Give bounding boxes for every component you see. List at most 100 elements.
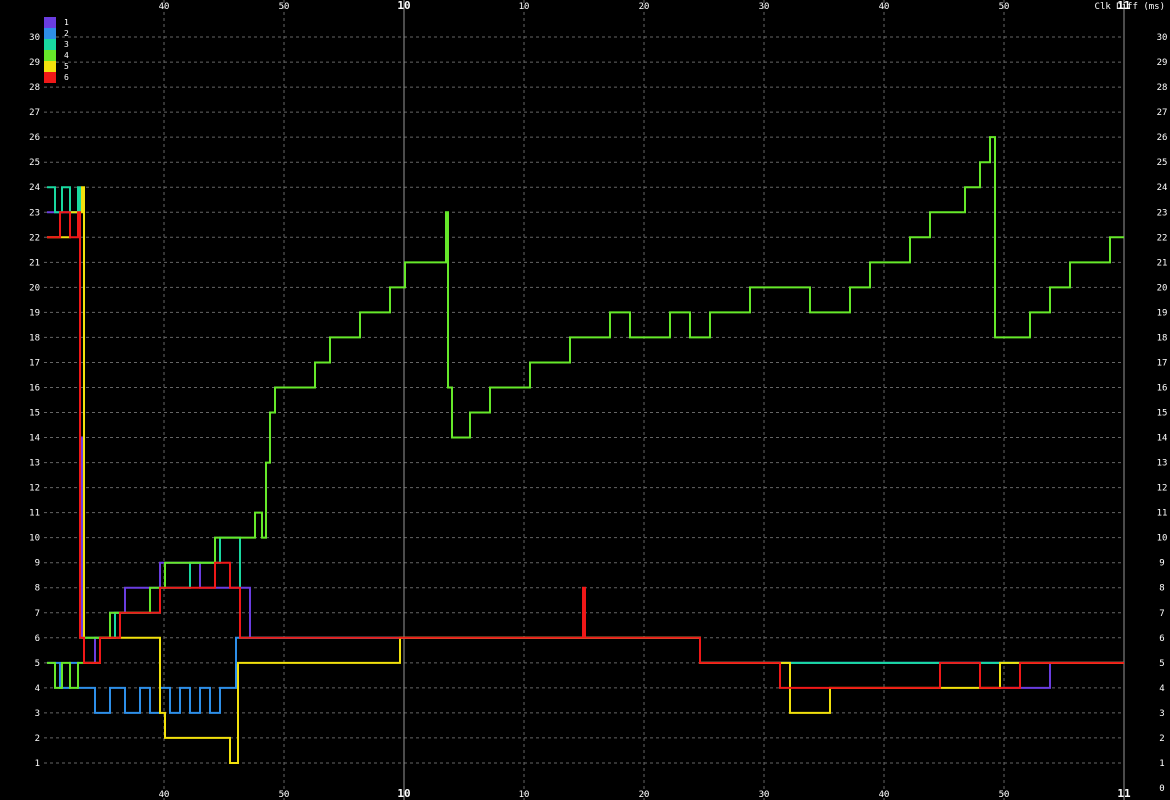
y-tick-label-right: 29: [1157, 58, 1168, 68]
y-tick-label-left: 16: [29, 383, 40, 393]
y-tick-label-left: 15: [29, 409, 40, 419]
y-tick-label-right: 26: [1157, 133, 1168, 143]
legend-swatch-3: [44, 39, 56, 50]
y-tick-label-left: 11: [29, 509, 40, 519]
legend-swatch-5: [44, 61, 56, 72]
legend-label: 6: [64, 73, 69, 82]
y-tick-label-left: 17: [29, 358, 40, 368]
y-tick-label-right: 11: [1157, 509, 1168, 519]
x-tick-label-bottom: 30: [759, 790, 770, 800]
x-tick-label-top: 20: [639, 2, 650, 12]
y-tick-label-left: 28: [29, 83, 40, 93]
y-tick-label-left: 20: [29, 283, 40, 293]
y-tick-label-right: 20: [1157, 283, 1168, 293]
y-tick-label-right: 30: [1157, 33, 1168, 43]
y-tick-label-right: 2: [1159, 734, 1164, 744]
y-tick-label-right: 8: [1159, 584, 1164, 594]
series-lines: [47, 136, 1124, 764]
y-tick-label-left: 27: [29, 108, 40, 118]
y-tick-label-left: 30: [29, 33, 40, 43]
x-tick-label-top: 50: [279, 2, 290, 12]
y-tick-label-right: 13: [1157, 459, 1168, 469]
x-tick-label-top: 40: [879, 2, 890, 12]
x-tick-label-bottom: 50: [999, 790, 1010, 800]
legend-label: 5: [64, 62, 69, 71]
x-axis-top: 40 50 10 10 20 30 40 50 11: [159, 0, 1131, 12]
x-tick-label-top: 50: [999, 2, 1010, 12]
x-tick-label-bottom: 20: [639, 790, 650, 800]
y-tick-label-left: 25: [29, 158, 40, 168]
x-tick-label-top: 10: [397, 0, 410, 12]
y-axis-right: 1234567891011121314151617181920212223242…: [1157, 33, 1168, 794]
y-tick-label-left: 5: [35, 659, 40, 669]
legend-label: 1: [64, 18, 69, 27]
y-tick-label-right: 3: [1159, 709, 1164, 719]
series-line-4: [47, 136, 1124, 689]
legend-label: 2: [64, 29, 69, 38]
y-tick-label-right: 23: [1157, 208, 1168, 218]
y-tick-label-left: 13: [29, 459, 40, 469]
x-axis-bottom: 40 50 10 10 20 30 40 50 11: [159, 787, 1131, 800]
legend-swatch-4: [44, 50, 56, 61]
y-tick-label-right: 7: [1159, 609, 1164, 619]
y-tick-label-left: 1: [35, 759, 40, 769]
y-tick-label-left: 10: [29, 534, 40, 544]
y-tick-label-left: 18: [29, 333, 40, 343]
y-tick-label-right: 28: [1157, 83, 1168, 93]
y-tick-label-left: 7: [35, 609, 40, 619]
y-tick-label-right: 4: [1159, 684, 1164, 694]
legend: 1 2 3 4 5 6: [44, 17, 69, 83]
y-tick-label-left: 6: [35, 634, 40, 644]
y-tick-label-right: 22: [1157, 233, 1168, 243]
legend-label: 3: [64, 40, 69, 49]
y-tick-label-left: 9: [35, 559, 40, 569]
y-tick-label-left: 12: [29, 484, 40, 494]
y-axis-left: 1234567891011121314151617181920212223242…: [29, 33, 40, 769]
y-tick-label-left: 24: [29, 183, 40, 193]
series-line-6: [47, 211, 1124, 689]
y-tick-label-right: 16: [1157, 383, 1168, 393]
x-tick-label-top: 30: [759, 2, 770, 12]
y-tick-label-right: 12: [1157, 484, 1168, 494]
legend-swatch-6: [44, 72, 56, 83]
x-tick-label-bottom: 40: [879, 790, 890, 800]
x-tick-label-bottom: 50: [279, 790, 290, 800]
y-tick-label-left: 2: [35, 734, 40, 744]
y-tick-label-right: 5: [1159, 659, 1164, 669]
y-tick-label-right: 0: [1159, 784, 1164, 794]
legend-label: 4: [64, 51, 69, 60]
y-tick-label-left: 21: [29, 258, 40, 268]
x-tick-label-bottom: 11: [1117, 787, 1131, 800]
x-tick-label-top: 40: [159, 2, 170, 12]
y-tick-label-right: 21: [1157, 258, 1168, 268]
x-tick-label-bottom: 10: [397, 787, 410, 800]
y-tick-label-right: 10: [1157, 534, 1168, 544]
y-tick-label-left: 3: [35, 709, 40, 719]
x-tick-label-top: 11: [1117, 0, 1131, 12]
y-axis-title: Clk Diff (ms): [1095, 2, 1165, 12]
y-tick-label-right: 25: [1157, 158, 1168, 168]
y-tick-label-right: 17: [1157, 358, 1168, 368]
y-tick-label-left: 26: [29, 133, 40, 143]
y-tick-label-right: 19: [1157, 308, 1168, 318]
y-tick-label-right: 24: [1157, 183, 1168, 193]
y-tick-label-right: 27: [1157, 108, 1168, 118]
legend-swatch-2: [44, 28, 56, 39]
x-tick-label-bottom: 40: [159, 790, 170, 800]
y-tick-label-left: 23: [29, 208, 40, 218]
y-tick-label-left: 19: [29, 308, 40, 318]
x-tick-label-bottom: 10: [519, 790, 530, 800]
y-tick-label-right: 15: [1157, 409, 1168, 419]
x-tick-label-top: 10: [519, 2, 530, 12]
legend-swatch-1: [44, 17, 56, 28]
y-tick-label-right: 18: [1157, 333, 1168, 343]
y-tick-label-left: 29: [29, 58, 40, 68]
y-tick-label-right: 14: [1157, 434, 1168, 444]
y-tick-label-left: 4: [35, 684, 40, 694]
y-tick-label-left: 22: [29, 233, 40, 243]
y-tick-label-left: 14: [29, 434, 40, 444]
y-tick-label-right: 9: [1159, 559, 1164, 569]
y-tick-label-right: 1: [1159, 759, 1164, 769]
